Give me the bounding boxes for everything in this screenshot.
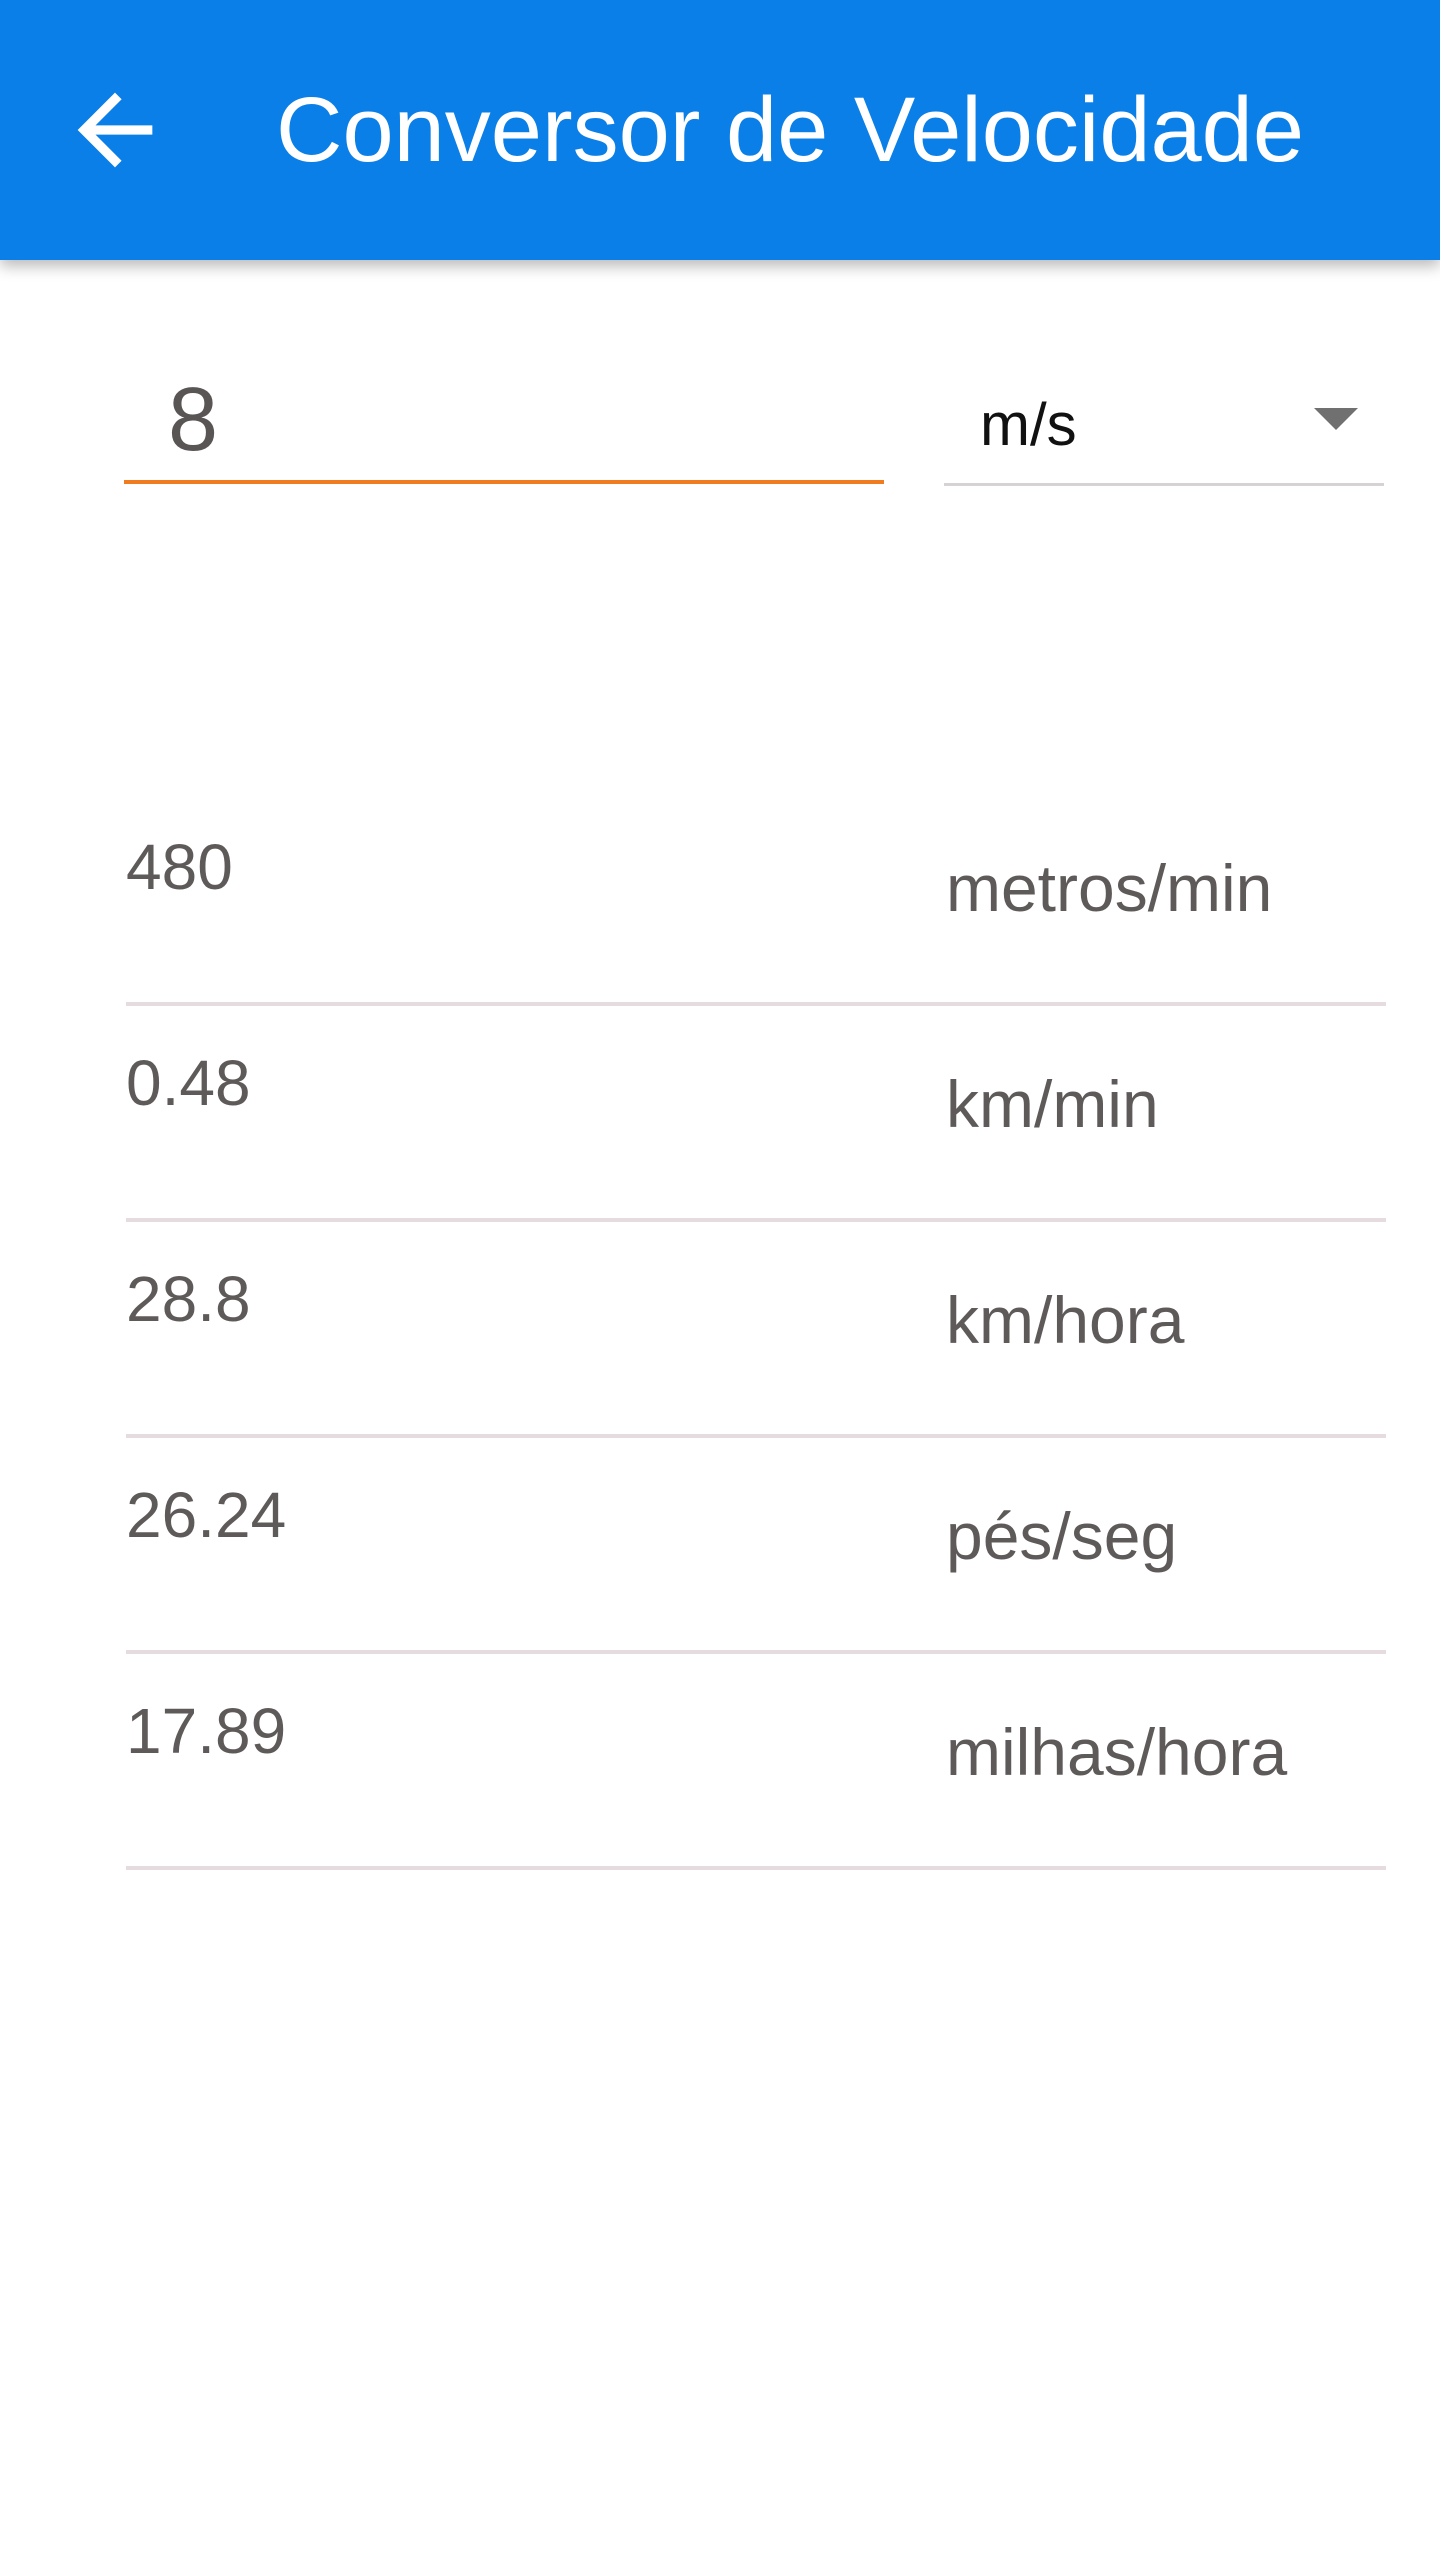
result-unit: pés/seg (946, 1499, 1178, 1573)
arrow-left-icon (59, 74, 171, 186)
result-value: 0.48 (126, 1047, 251, 1119)
back-button[interactable] (40, 50, 190, 210)
speed-value-input[interactable] (124, 360, 884, 484)
result-value: 17.89 (126, 1695, 287, 1767)
result-value: 26.24 (126, 1479, 287, 1551)
results-list: 480 metros/min 0.48 km/min 28.8 km/hora … (126, 790, 1386, 1870)
unit-dropdown[interactable]: m/s (944, 370, 1384, 486)
result-unit: metros/min (946, 851, 1273, 925)
page-title: Conversor de Velocidade (276, 79, 1304, 181)
result-value: 480 (126, 831, 233, 903)
result-value: 28.8 (126, 1263, 251, 1335)
result-row-pes-seg: 26.24 pés/seg (126, 1438, 1386, 1654)
result-unit: milhas/hora (946, 1715, 1288, 1789)
app-bar: Conversor de Velocidade (0, 0, 1440, 260)
result-unit: km/hora (946, 1283, 1185, 1357)
result-row-km-min: 0.48 km/min (126, 1006, 1386, 1222)
result-row-km-hora: 28.8 km/hora (126, 1222, 1386, 1438)
result-unit: km/min (946, 1067, 1159, 1141)
dropdown-caret-icon (1314, 408, 1358, 430)
unit-dropdown-value: m/s (980, 391, 1077, 458)
result-row-milhas-hora: 17.89 milhas/hora (126, 1654, 1386, 1870)
result-row-metros-min: 480 metros/min (126, 790, 1386, 1006)
